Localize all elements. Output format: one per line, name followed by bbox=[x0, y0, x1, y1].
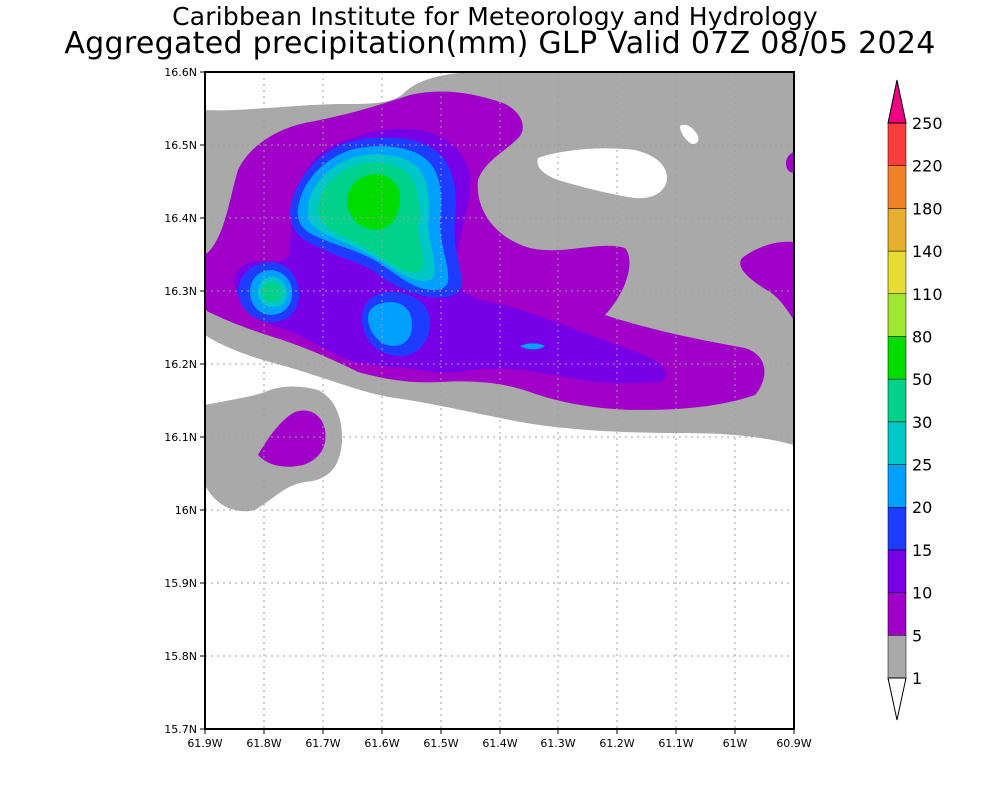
colorbar-label: 10 bbox=[912, 584, 932, 603]
colorbar-swatch bbox=[887, 549, 907, 593]
colorbar-swatch bbox=[887, 464, 907, 508]
colorbar-swatch bbox=[887, 293, 907, 337]
colorbar-label: 80 bbox=[912, 327, 932, 346]
y-tick-label: 16.5N bbox=[164, 139, 197, 152]
precip-band-5-10-east-small bbox=[786, 152, 794, 173]
x-tick-label: 61.3W bbox=[540, 737, 575, 750]
colorbar-label: 25 bbox=[912, 456, 932, 475]
colorbar-label: 220 bbox=[912, 157, 943, 176]
y-tick-label: 16.6N bbox=[164, 66, 197, 79]
x-axis-labels: 61.9W 61.8W 61.7W 61.6W 61.5W 61.4W 61.3… bbox=[187, 737, 811, 750]
colorbar-swatch bbox=[887, 378, 907, 423]
colorbar-swatch bbox=[887, 250, 907, 295]
x-tick-label: 61.9W bbox=[187, 737, 222, 750]
precip-band-20-25-south bbox=[368, 302, 412, 346]
precip-band-5-10-east bbox=[740, 241, 794, 320]
map-product-title: Aggregated precipitation(mm) GLP Valid 0… bbox=[64, 26, 936, 61]
colorbar-swatch bbox=[887, 592, 907, 636]
colorbar-swatch bbox=[887, 122, 907, 166]
no-precip-hole-small bbox=[680, 124, 699, 145]
x-tick-label: 61.4W bbox=[482, 737, 517, 750]
colorbar-label: 5 bbox=[912, 626, 922, 645]
x-tick-label: 60.9W bbox=[776, 737, 811, 750]
colorbar-label: 1 bbox=[912, 669, 922, 688]
precip-band-50-80 bbox=[347, 174, 400, 231]
colorbar-overflow-triangle bbox=[887, 79, 907, 124]
y-tick-label: 16N bbox=[175, 504, 197, 517]
y-tick-label: 15.9N bbox=[164, 577, 197, 590]
y-tick-label: 16.1N bbox=[164, 431, 197, 444]
colorbar-swatch bbox=[887, 208, 907, 252]
x-tick-label: 61.8W bbox=[246, 737, 281, 750]
colorbar-swatches bbox=[887, 122, 907, 679]
colorbar-swatch bbox=[887, 635, 907, 679]
y-tick-label: 15.8N bbox=[164, 650, 197, 663]
x-tick-label: 61.1W bbox=[658, 737, 693, 750]
precip-band-20-25-east-spot bbox=[520, 343, 545, 350]
y-axis-ticks bbox=[200, 71, 205, 730]
map-institution-title: Caribbean Institute for Meteorology and … bbox=[172, 2, 818, 31]
x-tick-label: 61.7W bbox=[305, 737, 340, 750]
colorbar-label: 20 bbox=[912, 498, 932, 517]
colorbar-swatch bbox=[887, 165, 907, 209]
x-tick-label: 61.6W bbox=[364, 737, 399, 750]
precipitation-fields bbox=[205, 72, 794, 729]
colorbar-swatch bbox=[887, 506, 907, 551]
colorbar-swatch bbox=[887, 421, 907, 465]
y-tick-label: 16.4N bbox=[164, 212, 197, 225]
colorbar-label: 250 bbox=[912, 114, 943, 133]
y-tick-label: 16.2N bbox=[164, 358, 197, 371]
colorbar-label: 15 bbox=[912, 541, 932, 560]
colorbar-swatch bbox=[887, 336, 907, 380]
colorbar-label: 30 bbox=[912, 413, 932, 432]
x-tick-label: 61.2W bbox=[599, 737, 634, 750]
y-axis-labels: 16.6N 16.5N 16.4N 16.3N 16.2N 16.1N 16N … bbox=[164, 66, 197, 736]
precip-band-30-50-west bbox=[262, 282, 283, 303]
x-tick-label: 61.5W bbox=[423, 737, 458, 750]
map-gridlines bbox=[205, 72, 794, 729]
no-precip-hole bbox=[537, 148, 668, 199]
colorbar-label: 50 bbox=[912, 370, 932, 389]
precip-band-5-10-southwest bbox=[258, 410, 326, 467]
colorbar-label: 110 bbox=[912, 285, 943, 304]
x-axis-ticks bbox=[204, 729, 795, 734]
colorbar-label: 180 bbox=[912, 199, 943, 218]
colorbar-underflow-triangle bbox=[887, 677, 907, 721]
colorbar-label: 140 bbox=[912, 242, 943, 261]
x-tick-label: 61W bbox=[723, 737, 748, 750]
y-tick-label: 15.7N bbox=[164, 723, 197, 736]
y-tick-label: 16.3N bbox=[164, 285, 197, 298]
